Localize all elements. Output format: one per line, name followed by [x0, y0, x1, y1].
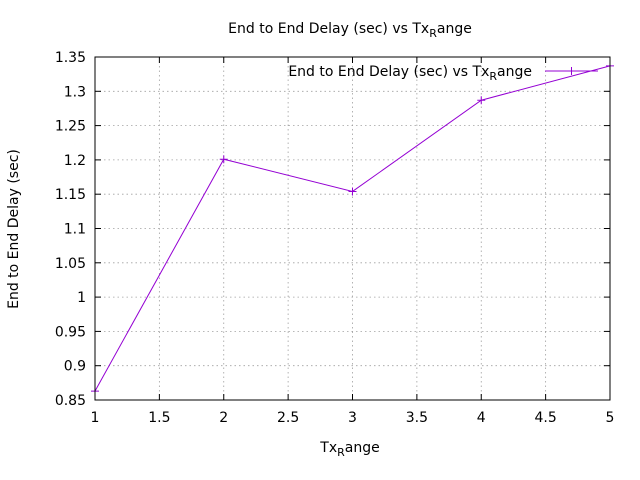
y-tick-label: 1.2	[64, 153, 86, 169]
y-tick-label: 1.25	[55, 119, 86, 135]
data-point-marker	[348, 187, 357, 196]
axis-ticks: 1 1.5 2 2.5 3 3.5 4 4.5 5 0.85 0.9 0.95 1 1.05 1.1 1.15…	[55, 50, 615, 426]
legend-marker	[567, 67, 576, 75]
data-point-marker	[477, 96, 486, 105]
chart-title: End to End Delay (sec) vs TxRange	[228, 21, 472, 40]
x-tick-label: 4.5	[534, 410, 556, 426]
data-point-marker	[219, 155, 228, 164]
x-tick-label: 5	[606, 410, 615, 426]
y-tick-label: 1.35	[55, 50, 86, 66]
plot-frame	[94, 56, 611, 401]
y-tick-label: 1.15	[55, 187, 86, 203]
y-tick-label: 0.85	[55, 393, 86, 409]
y-axis-label: End to End Delay (sec)	[6, 149, 22, 309]
x-tick-label: 1.5	[148, 410, 170, 426]
x-tick-label: 2.5	[277, 410, 299, 426]
legend: End to End Delay (sec) vs TxRange	[288, 64, 598, 83]
y-tick-label: 0.9	[64, 359, 86, 375]
y-tick-label: 1.3	[64, 84, 86, 100]
y-tick-label: 1.05	[55, 256, 86, 272]
x-axis-label: TxRange	[319, 440, 379, 459]
x-tick-label: 3	[348, 410, 357, 426]
x-tick-label: 4	[477, 410, 486, 426]
y-tick-label: 0.95	[55, 324, 86, 340]
grid-lines	[95, 57, 610, 400]
x-tick-label: 2	[219, 410, 228, 426]
y-tick-label: 1	[77, 290, 86, 306]
y-tick-label: 1.1	[64, 222, 86, 238]
x-tick-label: 1	[91, 410, 100, 426]
x-tick-label: 3.5	[406, 410, 428, 426]
legend-label: End to End Delay (sec) vs TxRange	[288, 64, 532, 83]
